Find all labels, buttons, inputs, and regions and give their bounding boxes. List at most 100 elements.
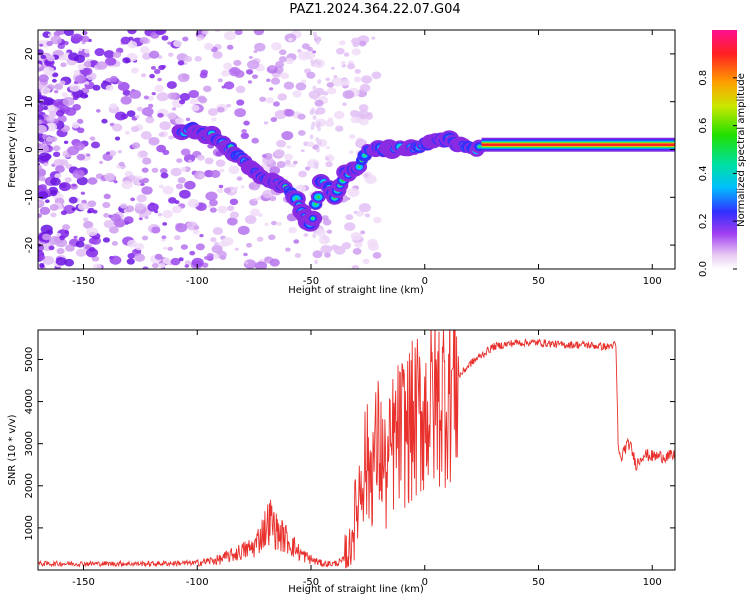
noise-blob (87, 210, 92, 214)
noise-blob (275, 61, 285, 69)
noise-blob (215, 159, 226, 167)
noise-blob (117, 80, 123, 85)
noise-blob (104, 172, 116, 182)
noise-blob (56, 30, 66, 35)
noise-blob (62, 224, 71, 231)
noise-blob (162, 210, 173, 219)
noise-blob (90, 141, 100, 149)
noise-blob (72, 183, 77, 187)
noise-blob (301, 79, 307, 84)
noise-blob (335, 47, 345, 55)
chart-title: PAZ1.2024.364.22.07.G04 (289, 2, 461, 17)
noise-blob (40, 87, 51, 95)
noise-blob (86, 153, 91, 157)
noise-blob (85, 81, 90, 85)
colorbar-tick-label: 0.0 (698, 261, 709, 277)
noise-blob (72, 169, 85, 179)
noise-blob (134, 202, 145, 211)
noise-blob (48, 235, 61, 245)
colorbar-tick-label: 0.8 (698, 70, 709, 86)
noise-blob (315, 137, 320, 143)
noise-blob (326, 82, 334, 88)
noise-blob (154, 84, 164, 93)
noise-blob (363, 173, 369, 178)
noise-blob (201, 30, 209, 35)
noise-blob (54, 90, 59, 94)
noise-blob (64, 177, 72, 183)
spectrogram-ytick-label: -10 (24, 189, 35, 205)
noise-blob (55, 232, 62, 237)
noise-blob (147, 103, 154, 108)
noise-blob (209, 207, 217, 213)
noise-blob (124, 130, 131, 135)
noise-blob (77, 63, 86, 71)
noise-blob (211, 244, 223, 254)
noise-blob (325, 157, 330, 161)
noise-blob (73, 69, 81, 76)
noise-blob (177, 177, 186, 184)
noise-blob (304, 166, 311, 171)
noise-blob (38, 164, 43, 171)
noise-blob (102, 237, 110, 243)
noise-blob (203, 85, 212, 93)
noise-blob (58, 235, 66, 241)
noise-blob (362, 258, 370, 265)
noise-blob (253, 30, 264, 36)
noise-blob (161, 35, 169, 41)
noise-blob (314, 99, 324, 107)
noise-blob (122, 57, 131, 64)
noise-blob (312, 114, 317, 120)
ridge-blob (357, 165, 361, 169)
noise-blob (313, 161, 318, 167)
noise-blob (111, 241, 119, 246)
noise-blob (40, 224, 53, 234)
noise-blob (247, 80, 253, 84)
noise-blob (317, 140, 322, 146)
ridge-blob (477, 145, 481, 148)
noise-blob (221, 236, 234, 246)
noise-blob (209, 199, 218, 207)
noise-blob (109, 255, 122, 265)
noise-blob (185, 117, 191, 122)
noise-blob (317, 61, 322, 67)
noise-blob (170, 257, 181, 266)
noise-blob (245, 69, 254, 75)
noise-blob (136, 106, 144, 112)
noise-blob (38, 49, 44, 56)
noise-blob (179, 99, 186, 105)
noise-blob (312, 250, 323, 259)
noise-blob (250, 208, 261, 217)
noise-blob (234, 30, 243, 36)
noise-blob (276, 161, 286, 169)
noise-blob (372, 252, 382, 259)
noise-blob (325, 77, 331, 82)
noise-blob (103, 220, 115, 229)
noise-blob (46, 55, 55, 62)
noise-blob (324, 252, 331, 258)
noise-blob (276, 221, 282, 227)
noise-blob (219, 255, 227, 261)
noise-blob (81, 199, 87, 205)
noise-blob (142, 157, 152, 165)
noise-blob (120, 36, 131, 45)
noise-blob (265, 97, 274, 104)
noise-blob (75, 74, 87, 84)
noise-blob (167, 92, 177, 100)
noise-blob (87, 200, 97, 208)
noise-blob (236, 99, 245, 106)
noise-blob (42, 105, 48, 111)
noise-blob (360, 230, 366, 235)
noise-blob (226, 217, 238, 226)
noise-blob (102, 201, 111, 209)
noise-blob (106, 151, 111, 155)
noise-blob (156, 92, 169, 102)
noise-blob (264, 222, 269, 227)
noise-blob (56, 247, 65, 255)
noise-blob (221, 70, 230, 77)
noise-blob (144, 215, 149, 219)
noise-blob (85, 248, 99, 258)
noise-blob (293, 239, 300, 244)
noise-blob (108, 150, 117, 157)
noise-blob (123, 216, 134, 224)
noise-blob (131, 142, 141, 149)
